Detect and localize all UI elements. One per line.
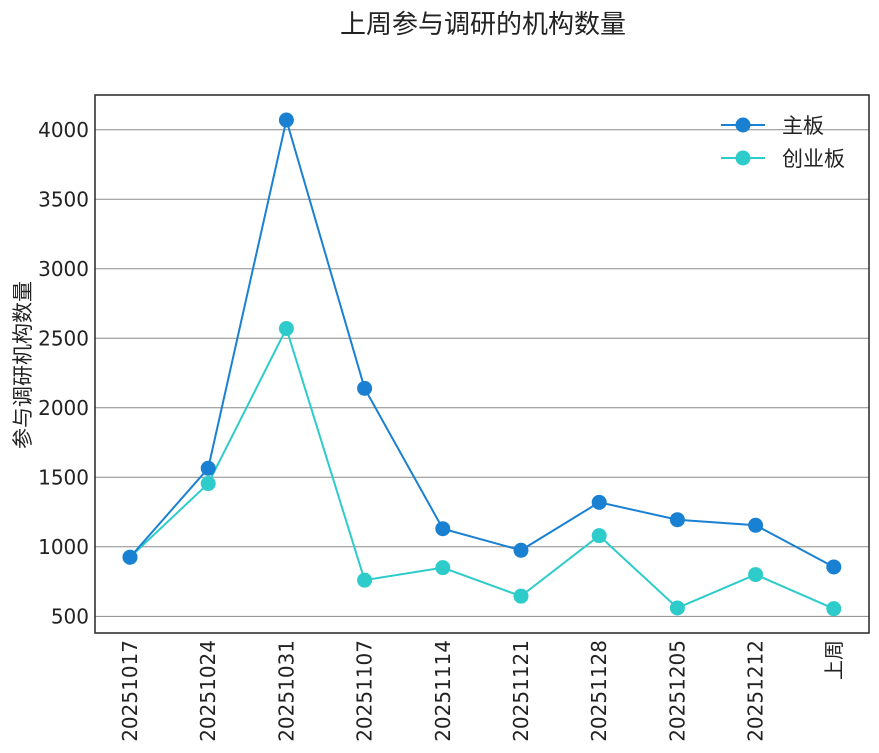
data-point <box>669 512 685 528</box>
data-point <box>669 600 685 616</box>
x-tick-label: 20251114 <box>431 640 455 742</box>
y-tick-label: 2000 <box>38 396 89 420</box>
x-tick-label: 上周 <box>822 640 846 680</box>
legend-marker <box>735 117 751 133</box>
x-tick-label: 20251107 <box>353 640 377 742</box>
data-point <box>435 521 451 537</box>
data-point <box>122 549 138 565</box>
data-point <box>748 517 764 533</box>
x-axis-ticks: 20251017 20251024 20251031 20251107 20251114… <box>118 640 846 742</box>
data-point <box>513 588 529 604</box>
y-tick-label: 3000 <box>38 257 89 281</box>
data-point <box>748 567 764 583</box>
x-tick-label: 20251128 <box>587 640 611 742</box>
series-line <box>129 325 835 610</box>
plot-frame <box>94 94 870 634</box>
legend-label: 创业板 <box>782 147 845 171</box>
x-tick-label: 20251212 <box>744 640 768 742</box>
x-tick-label: 20251205 <box>665 640 689 742</box>
data-point <box>278 321 294 337</box>
data-point <box>357 380 373 396</box>
y-tick-label: 4000 <box>38 118 89 142</box>
data-point <box>591 494 607 510</box>
y-tick-label: 2500 <box>38 326 89 350</box>
y-tick-label: 3500 <box>38 187 89 211</box>
grid-lines <box>95 129 869 617</box>
y-axis-label: 参与调研机构数量 <box>11 281 35 449</box>
data-point <box>435 560 451 576</box>
y-tick-label: 1500 <box>38 465 89 489</box>
data-point <box>278 112 294 128</box>
data-point <box>357 572 373 588</box>
data-point <box>591 528 607 544</box>
legend-label: 主板 <box>782 114 824 138</box>
y-axis-ticks: 500 1000 1500 2000 2500 3000 3500 4000 <box>38 118 89 629</box>
chart-title: 上周参与调研的机构数量 <box>340 10 626 40</box>
y-tick-label: 500 <box>51 604 89 628</box>
x-tick-label: 20251017 <box>118 640 142 742</box>
y-tick-label: 1000 <box>38 535 89 559</box>
x-tick-label: 20251121 <box>509 640 533 742</box>
x-tick-label: 20251031 <box>274 640 298 742</box>
data-point <box>826 601 842 617</box>
data-point <box>200 476 216 492</box>
data-point <box>826 559 842 575</box>
data-point <box>200 460 216 476</box>
series-group <box>122 112 842 617</box>
legend-marker <box>735 150 751 166</box>
x-tick-label: 20251024 <box>196 640 220 742</box>
series-line <box>129 119 835 568</box>
data-point <box>513 542 529 558</box>
